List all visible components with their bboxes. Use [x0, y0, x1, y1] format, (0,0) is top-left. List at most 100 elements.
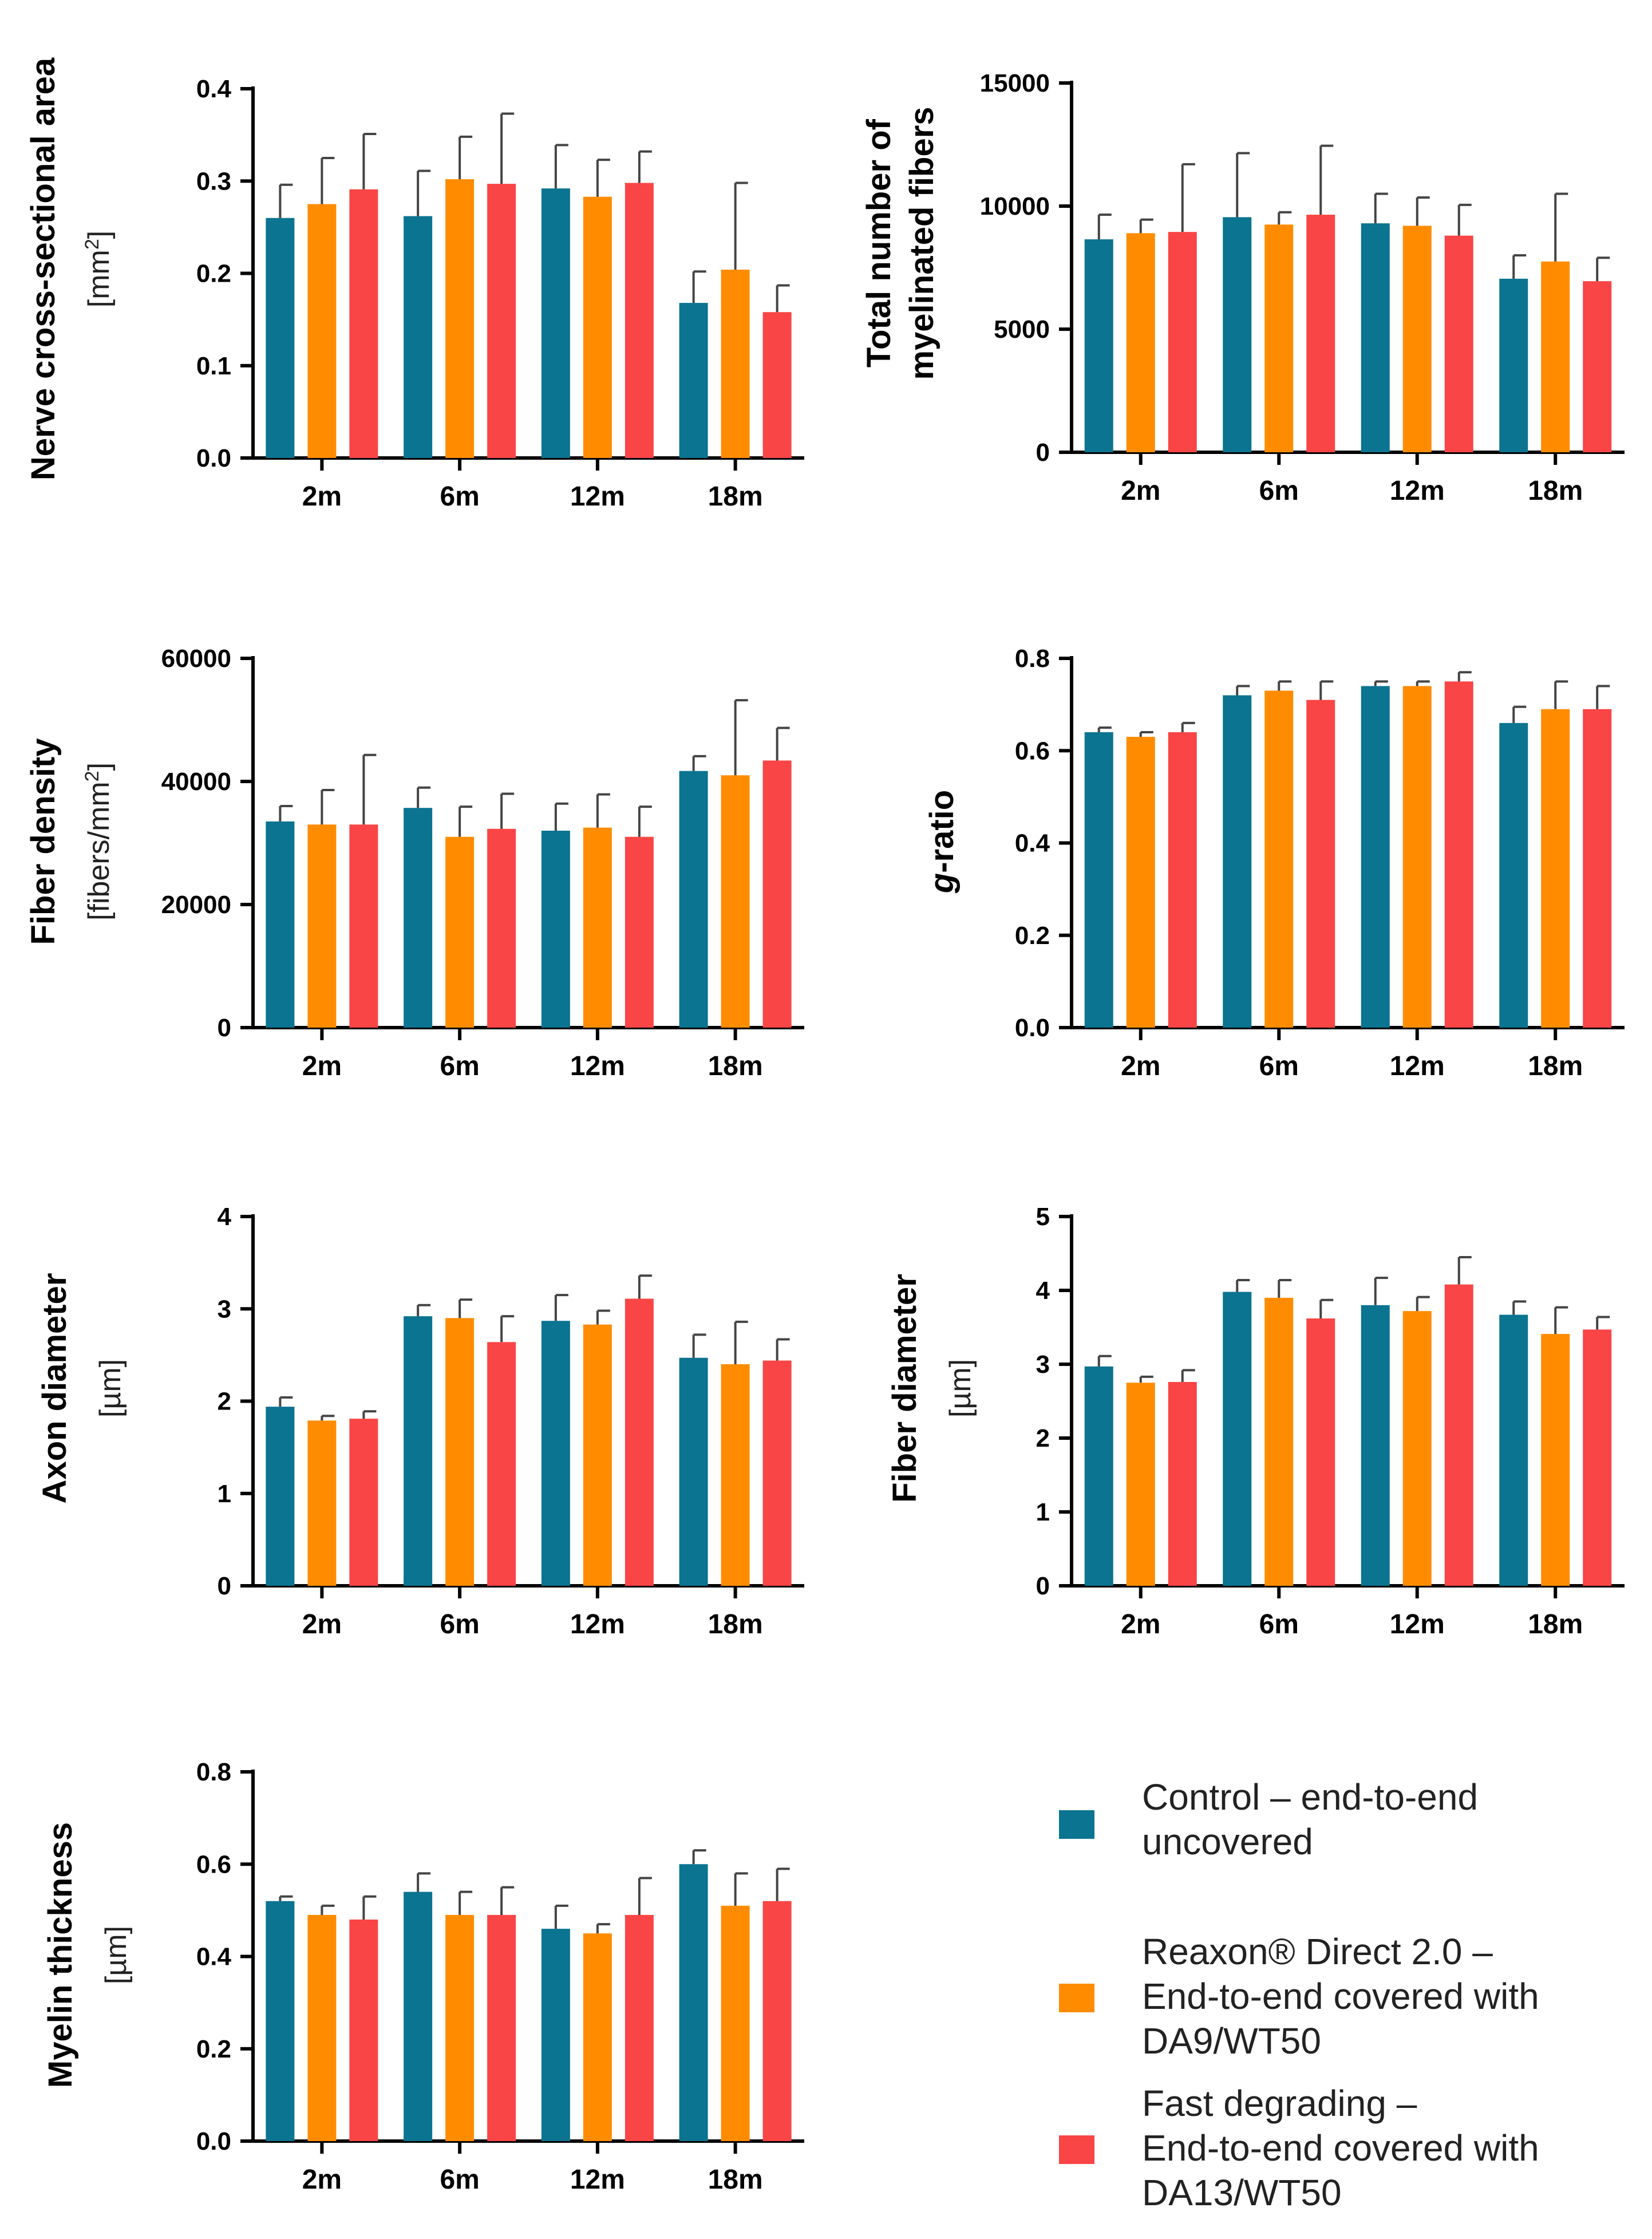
bar-reaxon-12m: [1402, 1311, 1432, 1586]
y-tick-label: 2: [1036, 1424, 1050, 1452]
x-tick-label: 18m: [708, 2165, 763, 2195]
y-axis-unit-text: [µm]: [100, 1926, 133, 1984]
legend-line: End-to-end covered with: [1142, 1976, 1539, 2017]
x-tick-label: 12m: [1390, 476, 1445, 506]
y-tick-label: 0.0: [1015, 1014, 1050, 1042]
y-tick-label: 0.3: [196, 167, 231, 195]
bar-control-6m: [404, 1316, 433, 1586]
bar-reaxon-2m: [1126, 233, 1155, 452]
x-tick-label: 6m: [1259, 1609, 1299, 1640]
bar-control-2m: [266, 218, 295, 458]
y-tick-label: 2: [218, 1388, 231, 1416]
bar-reaxon-18m: [721, 1364, 750, 1586]
y-tick-label: 0: [218, 1572, 231, 1600]
bar-control-2m: [266, 821, 295, 1028]
x-tick-label: 12m: [570, 1609, 625, 1640]
y-axis-title: Myelin thickness: [42, 1822, 79, 2088]
bar-control-18m: [679, 1357, 708, 1586]
x-tick-label: 12m: [570, 481, 625, 512]
y-axis-unit-text: [mm: [82, 250, 116, 307]
bar-reaxon-2m: [1126, 737, 1155, 1028]
bar-control-2m: [1084, 732, 1113, 1028]
bar-control-2m: [1084, 239, 1113, 452]
x-tick-label: 2m: [1121, 476, 1160, 506]
bar-fast-2m: [1168, 1381, 1197, 1586]
y-tick-label: 20000: [161, 891, 231, 919]
bar-control-18m: [679, 1864, 708, 2141]
bar-fast-2m: [349, 1419, 378, 1586]
bar-control-18m: [1499, 278, 1528, 452]
bar-fast-12m: [1444, 681, 1473, 1028]
bar-reaxon-2m: [307, 1420, 337, 1586]
bar-control-2m: [266, 1901, 295, 2141]
bar-reaxon-18m: [721, 1905, 750, 2141]
y-axis-unit: [µm]: [94, 1359, 127, 1417]
x-tick-label: 18m: [708, 481, 763, 512]
x-tick-label: 18m: [1528, 476, 1583, 506]
y-tick-label: 0.0: [196, 2127, 231, 2155]
legend-line: End-to-end covered with: [1142, 2127, 1539, 2169]
bar-control-6m: [1223, 695, 1252, 1028]
bar-fast-12m: [625, 183, 654, 458]
y-axis-unit-sup: 2: [81, 771, 103, 781]
y-tick-label: 60000: [161, 645, 231, 673]
x-tick-label: 6m: [1259, 1051, 1299, 1081]
bar-control-6m: [1223, 217, 1252, 452]
bar-fast-18m: [1583, 709, 1612, 1028]
x-tick-label: 6m: [440, 481, 479, 512]
y-axis-unit-text: [µm]: [94, 1359, 127, 1417]
bar-reaxon-12m: [1402, 226, 1432, 452]
y-tick-label: 0: [218, 1014, 231, 1042]
bar-fast-18m: [762, 760, 792, 1028]
bar-control-18m: [1499, 1314, 1528, 1586]
y-axis-unit-close: ]: [82, 763, 116, 771]
bar-control-12m: [541, 188, 570, 458]
y-axis-title-line2: myelinated fibers: [903, 106, 940, 380]
bar-fast-12m: [1444, 1284, 1473, 1586]
bar-control-2m: [266, 1407, 295, 1586]
y-axis-unit: [µm]: [944, 1359, 977, 1417]
chart-nerve-area: 0.0 0.1 0.2 0.3 0.4 2m 6m 12m 18m Nerve cross-sec…: [25, 57, 804, 512]
bar-control-12m: [541, 831, 570, 1028]
bar-control-6m: [404, 808, 433, 1028]
x-tick-label: 2m: [302, 1051, 342, 1081]
chart-total-fibers: 0 5000 10000 15000 2m 6m 12m 18m Total number of…: [860, 69, 1625, 506]
bar-control-2m: [1084, 1366, 1113, 1586]
y-axis-title: Axon diameter: [36, 1273, 73, 1504]
bar-fast-12m: [625, 836, 654, 1028]
x-tick-label: 18m: [708, 1051, 763, 1081]
bar-fast-18m: [1583, 281, 1612, 452]
x-tick-label: 6m: [440, 1051, 479, 1081]
bar-fast-2m: [1168, 232, 1197, 452]
bar-fast-18m: [762, 312, 792, 458]
bar-reaxon-6m: [1264, 690, 1294, 1028]
bar-fast-2m: [349, 824, 378, 1028]
y-tick-label: 40000: [161, 768, 231, 796]
y-tick-label: 0.8: [1015, 645, 1050, 673]
x-tick-label: 6m: [440, 1609, 479, 1640]
y-tick-label: 4: [1036, 1277, 1050, 1305]
legend-swatch-reaxon: [1059, 1984, 1094, 2012]
y-axis-unit-text: [µm]: [944, 1359, 977, 1417]
bar-fast-6m: [487, 184, 516, 458]
y-tick-label: 5: [1036, 1203, 1050, 1231]
bar-reaxon-12m: [583, 1933, 612, 2141]
y-axis-unit: [µm]: [100, 1926, 133, 1984]
bar-fast-12m: [1444, 235, 1473, 452]
legend-line: Control – end-to-end: [1142, 1776, 1479, 1818]
bar-fast-2m: [1168, 732, 1197, 1028]
x-tick-label: 2m: [302, 481, 342, 512]
legend-line: Fast degrading –: [1142, 2083, 1417, 2124]
bar-reaxon-18m: [1541, 261, 1570, 452]
legend-line: DA9/WT50: [1142, 2020, 1321, 2062]
legend-label-fast: Fast degrading – End-to-end covered with…: [1142, 2081, 1629, 2215]
bar-control-6m: [404, 216, 433, 458]
x-tick-label: 2m: [302, 2165, 342, 2195]
x-tick-label: 12m: [1390, 1609, 1445, 1640]
bar-fast-6m: [487, 828, 516, 1028]
y-axis-unit-sup: 2: [81, 239, 103, 250]
bar-fast-18m: [1583, 1329, 1612, 1586]
y-tick-label: 3: [1036, 1350, 1050, 1379]
y-tick-label: 0.1: [196, 352, 231, 380]
